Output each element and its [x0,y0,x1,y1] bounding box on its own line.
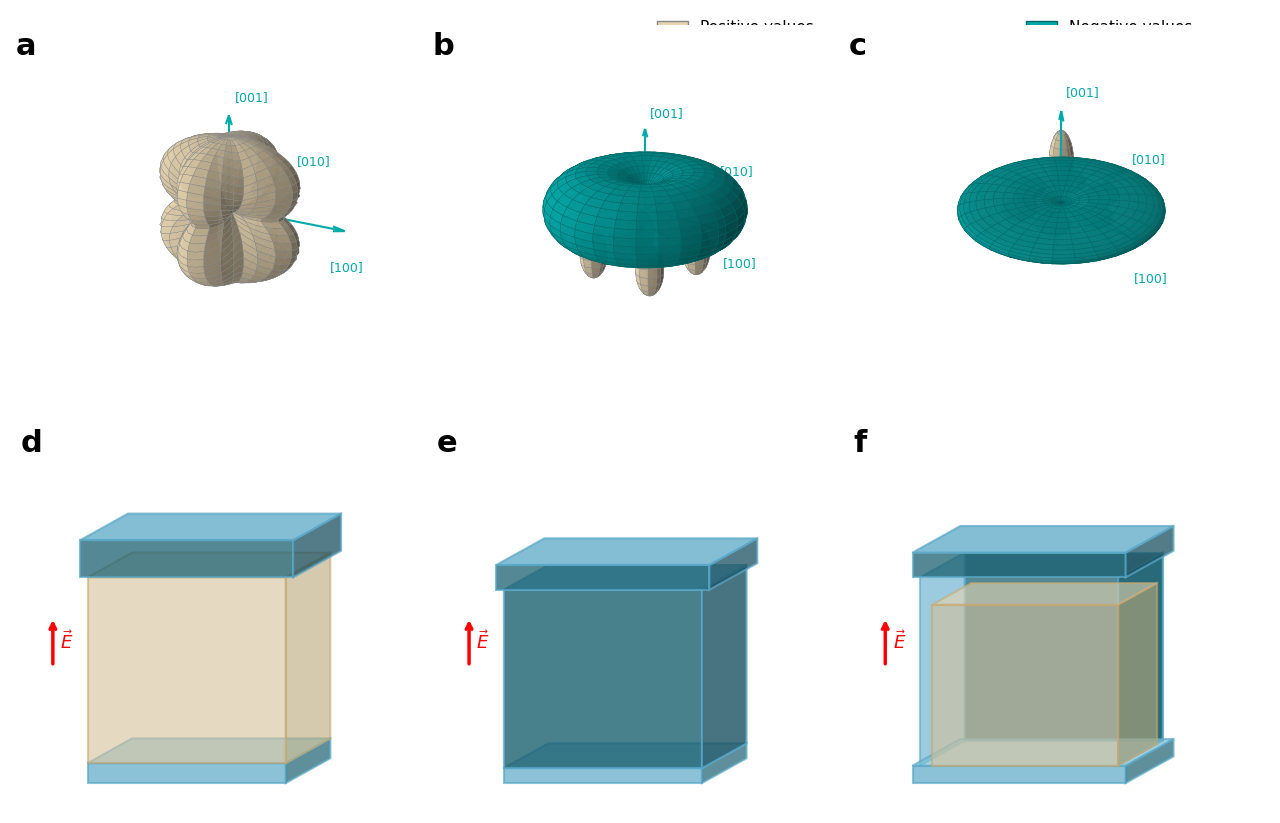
Polygon shape [913,739,1174,765]
Legend: Negative values: Negative values [1020,13,1198,40]
Polygon shape [497,565,709,590]
Polygon shape [285,552,330,763]
Legend: Positive values: Positive values [652,13,820,40]
Polygon shape [504,743,746,768]
Polygon shape [87,578,285,763]
Text: b: b [433,32,454,61]
Polygon shape [913,765,1125,783]
Text: f: f [852,429,867,458]
Text: $\vec{E}$: $\vec{E}$ [892,630,906,653]
Polygon shape [932,605,1119,765]
Polygon shape [920,552,965,765]
Polygon shape [913,526,1174,552]
Polygon shape [81,540,293,578]
Polygon shape [87,763,285,783]
Polygon shape [1125,739,1174,783]
Polygon shape [932,583,1157,605]
Polygon shape [701,743,746,783]
Polygon shape [285,738,330,783]
Text: $\vec{E}$: $\vec{E}$ [476,630,490,653]
Polygon shape [81,514,340,540]
Polygon shape [1119,583,1157,765]
Text: c: c [849,32,867,61]
Polygon shape [504,590,701,768]
Polygon shape [1125,526,1174,578]
Polygon shape [87,552,330,578]
Polygon shape [913,552,1125,578]
Polygon shape [504,768,701,783]
Text: e: e [436,429,457,458]
Text: a: a [17,32,37,61]
Polygon shape [701,565,746,768]
Text: $\vec{E}$: $\vec{E}$ [60,630,74,653]
Polygon shape [965,552,1162,741]
Polygon shape [504,565,746,590]
Polygon shape [1119,552,1162,765]
Polygon shape [497,538,758,565]
Polygon shape [87,738,330,763]
Polygon shape [709,538,758,590]
Text: d: d [20,429,42,458]
Polygon shape [293,514,340,578]
